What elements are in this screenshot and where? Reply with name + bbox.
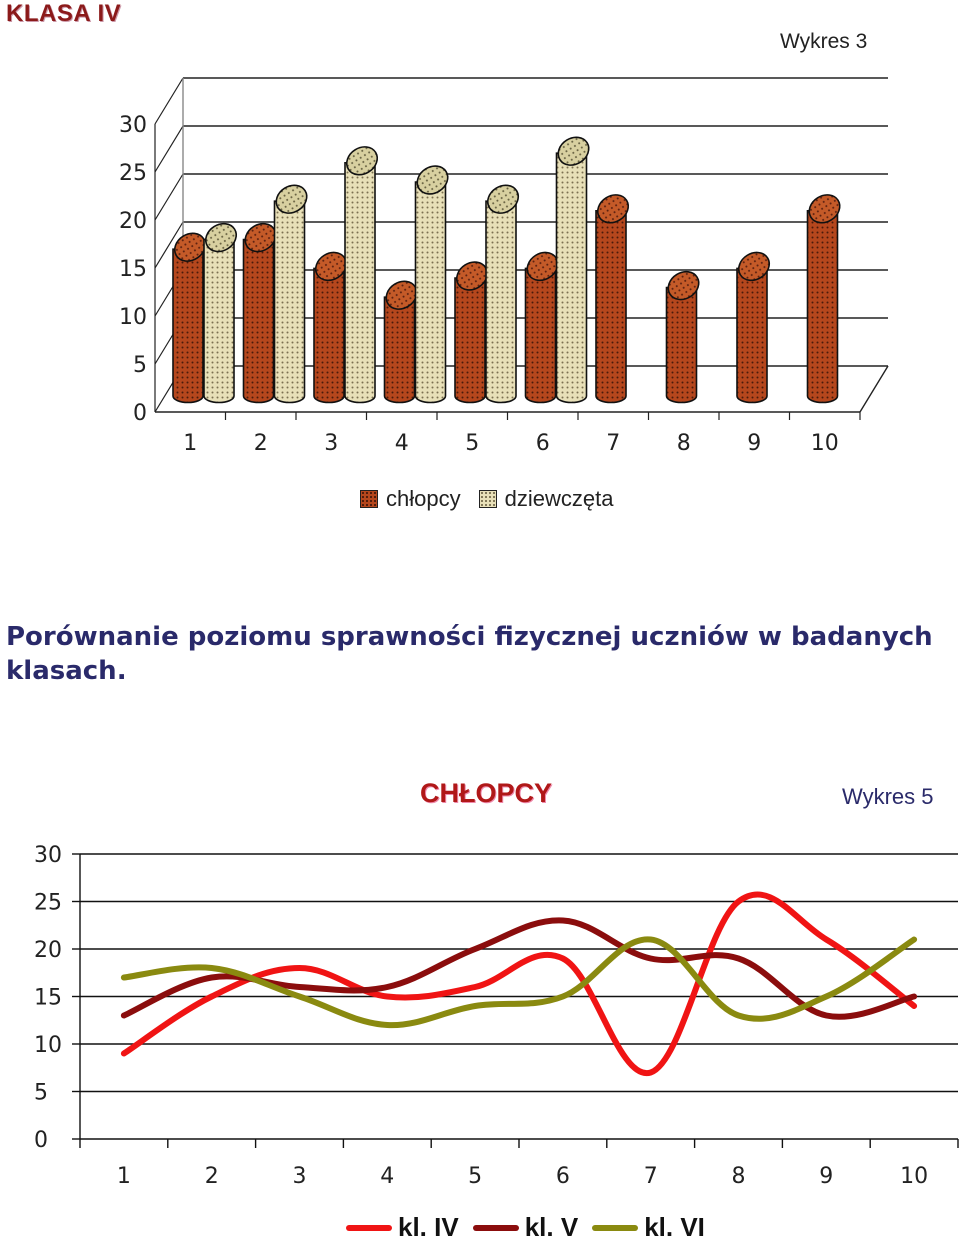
chart2-y-tick-label: 5 bbox=[34, 1081, 48, 1106]
legend-line-kl-v bbox=[472, 1224, 519, 1231]
chart1-legend: chłopcy dziewczęta bbox=[360, 486, 613, 512]
chart1-y-tick-label: 10 bbox=[119, 305, 147, 330]
chart2-x-tick-label: 4 bbox=[380, 1164, 394, 1189]
bar-dziewczeta-3 bbox=[344, 146, 379, 404]
legend-item-kl-v: kl. V bbox=[472, 1212, 579, 1243]
chart2-legend: kl. IV kl. V kl. VI bbox=[346, 1212, 719, 1243]
chart1-gridline-side bbox=[154, 173, 184, 221]
chart1-bars bbox=[172, 136, 841, 404]
chart2-x-tick-label: 5 bbox=[468, 1164, 482, 1189]
chart1-y-tick-label: 30 bbox=[119, 113, 147, 138]
chart2-x-tick-label: 8 bbox=[732, 1164, 746, 1189]
chart1-x-tick-label: 6 bbox=[536, 431, 550, 456]
legend-label-kl-vi: kl. VI bbox=[644, 1212, 705, 1242]
chart1-x-tick-label: 1 bbox=[183, 431, 197, 456]
chart2-lines bbox=[120, 891, 918, 1076]
chart1-x-tick-label: 2 bbox=[254, 431, 268, 456]
chart1-y-tick-label: 25 bbox=[119, 161, 147, 186]
bar-dziewczeta-1 bbox=[203, 222, 238, 404]
chart1-x-tick-label: 9 bbox=[747, 431, 761, 456]
legend-label-kl-iv: kl. IV bbox=[398, 1212, 459, 1242]
bar-dziewczeta-4 bbox=[414, 165, 449, 404]
chart1-y-tick-label: 5 bbox=[133, 353, 147, 378]
chart1-y-tick-label: 20 bbox=[119, 209, 147, 234]
bar-chlopcy-8 bbox=[665, 270, 700, 404]
chart2-x-tick-label: 1 bbox=[117, 1164, 131, 1189]
chart1-y-tick-label: 15 bbox=[119, 257, 147, 282]
chart1-x-tick-label: 5 bbox=[465, 431, 479, 456]
legend-label-kl-v: kl. V bbox=[524, 1212, 579, 1242]
bar-chlopcy-1 bbox=[172, 232, 207, 404]
chart2-x-tick-label: 3 bbox=[293, 1164, 307, 1189]
chart2-x-tick-label: 7 bbox=[644, 1164, 658, 1189]
chart2-label: Wykres 5 bbox=[842, 784, 934, 809]
chart2-y-tick-label: 0 bbox=[34, 1128, 48, 1153]
chart2-y-tick-label: 15 bbox=[34, 986, 62, 1011]
chart2-y-tick-label: 10 bbox=[34, 1033, 62, 1058]
chart1-x-tick-label: 3 bbox=[324, 431, 338, 456]
bar-chlopcy-6 bbox=[524, 251, 559, 404]
bar-chart-3d: 0 5 10 15 20 25 30 1 2 3 4 5 6 7 8 9 10 bbox=[119, 77, 889, 456]
legend-item-kl-iv: kl. IV bbox=[346, 1212, 459, 1243]
bar-chlopcy-10 bbox=[806, 194, 841, 404]
chart2-x-tick-label: 9 bbox=[819, 1164, 833, 1189]
line-kl-iv bbox=[120, 891, 918, 1076]
chart2-axis-labels: 0 5 10 15 20 25 30 1 2 3 4 5 6 7 8 9 10 bbox=[34, 843, 928, 1189]
bar-chlopcy-9 bbox=[736, 251, 771, 404]
chart1-x-tick-label: 10 bbox=[811, 431, 839, 456]
line-kl-vi bbox=[120, 936, 918, 1029]
bar-chlopcy-2 bbox=[242, 222, 277, 404]
chart2-grid bbox=[72, 853, 959, 1148]
legend-swatch-boys bbox=[360, 490, 378, 508]
chart2-title: CHŁOPCY bbox=[420, 778, 553, 808]
chart2-x-tick-label: 2 bbox=[205, 1164, 219, 1189]
chart1-axis-labels: 0 5 10 15 20 25 30 1 2 3 4 5 6 7 8 9 10 bbox=[119, 113, 839, 456]
chart1-label: Wykres 3 bbox=[780, 30, 868, 53]
bar-dziewczeta-2 bbox=[273, 184, 308, 404]
legend-line-kl-iv bbox=[346, 1224, 392, 1231]
chart2-x-tick-label: 10 bbox=[900, 1164, 928, 1189]
bar-chlopcy-7 bbox=[595, 194, 630, 404]
bar-dziewczeta-5 bbox=[485, 184, 520, 404]
comparison-heading: Porównanie poziomu sprawności fizycznej … bbox=[6, 622, 933, 686]
legend-label-boys: chłopcy bbox=[386, 486, 461, 511]
legend-line-kl-vi bbox=[592, 1224, 639, 1231]
chart1-x-tick-label: 7 bbox=[606, 431, 620, 456]
bar-chlopcy-4 bbox=[383, 280, 418, 404]
bar-chlopcy-5 bbox=[454, 261, 489, 404]
chart2-y-tick-label: 25 bbox=[34, 891, 62, 916]
page-title: KLASA IV bbox=[6, 0, 122, 27]
chart1-x-tick-label: 4 bbox=[395, 431, 409, 456]
legend-item-kl-vi: kl. VI bbox=[592, 1212, 705, 1243]
chart2-y-tick-label: 30 bbox=[34, 843, 62, 868]
legend-label-girls: dziewczęta bbox=[504, 486, 614, 511]
chart2-x-tick-label: 6 bbox=[556, 1164, 570, 1189]
chart1-gridline-side bbox=[154, 221, 184, 269]
chart1-gridline-side bbox=[154, 125, 184, 173]
chart2-y-tick-label: 20 bbox=[34, 938, 62, 963]
bar-dziewczeta-6 bbox=[555, 136, 590, 404]
chart1-x-tick-label: 8 bbox=[677, 431, 691, 456]
legend-swatch-girls bbox=[478, 490, 497, 508]
chart1-y-tick-label: 0 bbox=[133, 401, 147, 426]
chart1-gridline-side bbox=[154, 77, 184, 125]
